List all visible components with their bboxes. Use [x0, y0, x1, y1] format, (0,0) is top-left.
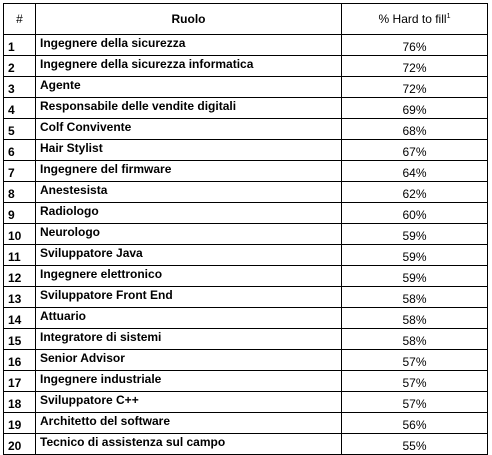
table-row: 14 Attuario 58%	[3, 307, 488, 329]
table-row: 9 Radiologo 60%	[3, 202, 488, 224]
row-pct-cell: 76%	[341, 34, 488, 56]
row-pct-cell: 67%	[341, 139, 488, 161]
header-role: Ruolo	[35, 3, 342, 35]
row-role-cell: Ingegnere della sicurezza	[35, 34, 342, 56]
row-role-cell: Attuario	[35, 307, 342, 329]
table-row: 11 Sviluppatore Java 59%	[3, 244, 488, 266]
row-num-cell: 11	[3, 244, 36, 266]
row-num-cell: 19	[3, 412, 36, 434]
row-pct-cell: 60%	[341, 202, 488, 224]
row-role-cell: Sviluppatore Java	[35, 244, 342, 266]
table-row: 4 Responsabile delle vendite digitali 69%	[3, 97, 488, 119]
table-header: # Ruolo % Hard to fill1	[3, 3, 488, 35]
row-role-cell: Hair Stylist	[35, 139, 342, 161]
row-num-cell: 14	[3, 307, 36, 329]
row-role-cell: Radiologo	[35, 202, 342, 224]
row-pct-cell: 56%	[341, 412, 488, 434]
row-num-cell: 5	[3, 118, 36, 140]
row-num-cell: 2	[3, 55, 36, 77]
table-row: 5 Colf Convivente 68%	[3, 118, 488, 140]
row-role-cell: Integratore di sistemi	[35, 328, 342, 350]
row-role-cell: Ingegnere industriale	[35, 370, 342, 392]
row-role-cell: Tecnico di assistenza sul campo	[35, 433, 342, 455]
row-pct-cell: 55%	[341, 433, 488, 455]
row-pct-cell: 69%	[341, 97, 488, 119]
header-pct-footnote: 1	[446, 13, 451, 20]
row-role-cell: Colf Convivente	[35, 118, 342, 140]
table-row: 20 Tecnico di assistenza sul campo 55%	[3, 433, 488, 455]
row-role-cell: Responsabile delle vendite digitali	[35, 97, 342, 119]
row-num-cell: 16	[3, 349, 36, 371]
row-role-cell: Architetto del software	[35, 412, 342, 434]
row-role-cell: Senior Advisor	[35, 349, 342, 371]
row-num-cell: 4	[3, 97, 36, 119]
row-role-cell: Sviluppatore Front End	[35, 286, 342, 308]
row-num-cell: 8	[3, 181, 36, 203]
row-pct-cell: 68%	[341, 118, 488, 140]
table-row: 15 Integratore di sistemi 58%	[3, 328, 488, 350]
row-pct-cell: 57%	[341, 349, 488, 371]
table-row: 10 Neurologo 59%	[3, 223, 488, 245]
row-pct-cell: 59%	[341, 265, 488, 287]
row-num-cell: 7	[3, 160, 36, 182]
header-row: # Ruolo % Hard to fill1	[3, 3, 488, 35]
row-role-cell: Agente	[35, 76, 342, 98]
table-row: 18 Sviluppatore C++ 57%	[3, 391, 488, 413]
hard-to-fill-table-container: # Ruolo % Hard to fill1 1 Ingegnere della…	[3, 3, 488, 455]
row-role-cell: Neurologo	[35, 223, 342, 245]
row-pct-cell: 58%	[341, 286, 488, 308]
row-pct-cell: 58%	[341, 328, 488, 350]
header-pct-label: % Hard to fill	[378, 12, 447, 26]
row-num-cell: 18	[3, 391, 36, 413]
table-row: 8 Anestesista 62%	[3, 181, 488, 203]
row-num-cell: 15	[3, 328, 36, 350]
row-num-cell: 10	[3, 223, 36, 245]
row-num-cell: 20	[3, 433, 36, 455]
row-num-cell: 6	[3, 139, 36, 161]
row-pct-cell: 58%	[341, 307, 488, 329]
row-role-cell: Sviluppatore C++	[35, 391, 342, 413]
table-row: 13 Sviluppatore Front End 58%	[3, 286, 488, 308]
row-num-cell: 13	[3, 286, 36, 308]
header-pct: % Hard to fill1	[341, 3, 488, 35]
row-num-cell: 3	[3, 76, 36, 98]
row-pct-cell: 64%	[341, 160, 488, 182]
table-body: 1 Ingegnere della sicurezza 76% 2 Ingegnere …	[3, 34, 488, 455]
row-pct-cell: 62%	[341, 181, 488, 203]
table-row: 2 Ingegnere della sicurezza informatica 72…	[3, 55, 488, 77]
row-num-cell: 17	[3, 370, 36, 392]
row-role-cell: Ingegnere elettronico	[35, 265, 342, 287]
row-pct-cell: 72%	[341, 76, 488, 98]
table-row: 6 Hair Stylist 67%	[3, 139, 488, 161]
table-row: 17 Ingegnere industriale 57%	[3, 370, 488, 392]
row-pct-cell: 59%	[341, 244, 488, 266]
table-row: 16 Senior Advisor 57%	[3, 349, 488, 371]
table-row: 7 Ingegnere del firmware 64%	[3, 160, 488, 182]
header-num: #	[3, 3, 36, 35]
table-row: 12 Ingegnere elettronico 59%	[3, 265, 488, 287]
row-pct-cell: 57%	[341, 370, 488, 392]
hard-to-fill-table: # Ruolo % Hard to fill1 1 Ingegnere della…	[3, 3, 488, 455]
row-num-cell: 1	[3, 34, 36, 56]
table-row: 1 Ingegnere della sicurezza 76%	[3, 34, 488, 56]
row-role-cell: Anestesista	[35, 181, 342, 203]
row-pct-cell: 72%	[341, 55, 488, 77]
row-pct-cell: 59%	[341, 223, 488, 245]
row-num-cell: 9	[3, 202, 36, 224]
row-pct-cell: 57%	[341, 391, 488, 413]
row-role-cell: Ingegnere della sicurezza informatica	[35, 55, 342, 77]
table-row: 3 Agente 72%	[3, 76, 488, 98]
row-role-cell: Ingegnere del firmware	[35, 160, 342, 182]
row-num-cell: 12	[3, 265, 36, 287]
table-row: 19 Architetto del software 56%	[3, 412, 488, 434]
